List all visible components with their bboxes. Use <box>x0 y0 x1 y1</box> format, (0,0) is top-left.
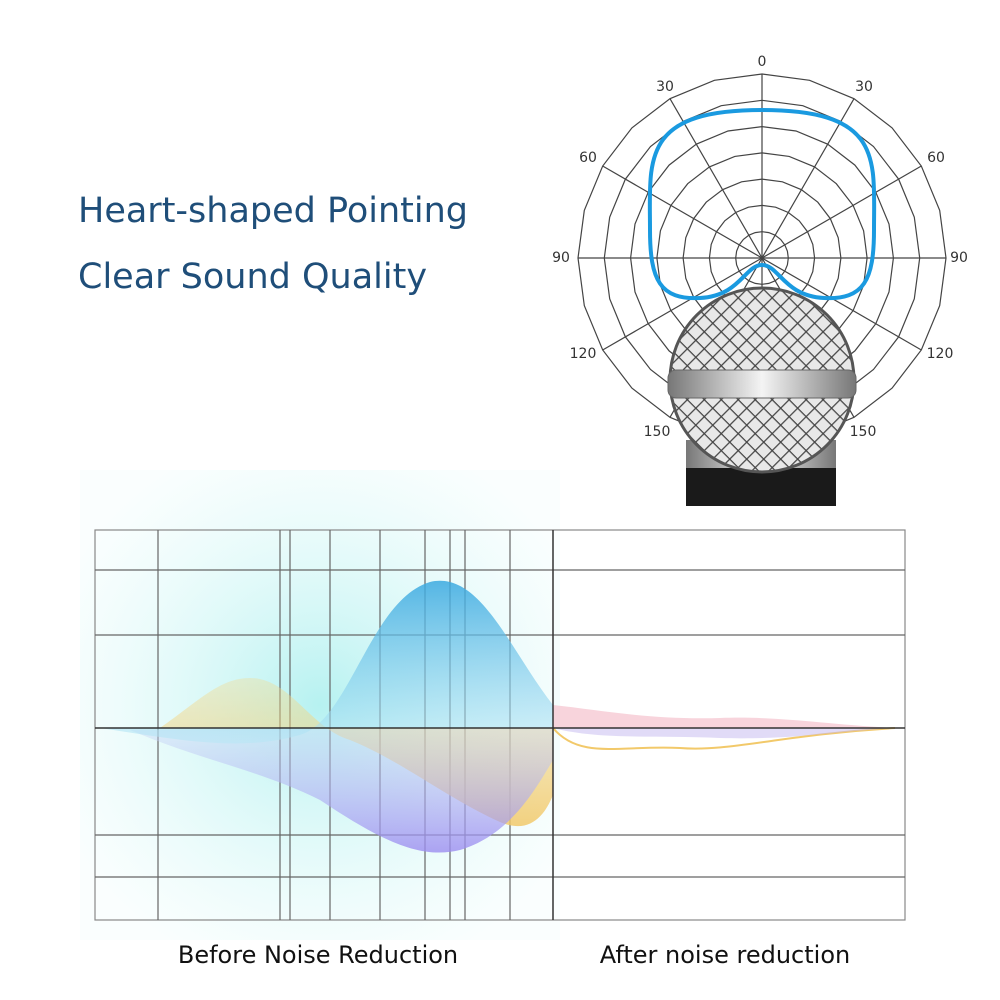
angle-label: 120 <box>570 346 597 362</box>
polar-spoke <box>761 98 855 259</box>
angle-label: 60 <box>927 150 945 166</box>
angle-label: 90 <box>552 250 570 266</box>
angle-label: 120 <box>927 346 954 362</box>
polar-spoke <box>761 165 922 259</box>
microphone-image <box>667 286 857 506</box>
headline: Heart-shaped Pointing <box>78 191 468 231</box>
polar-spoke <box>602 165 763 259</box>
polar-spoke <box>669 98 763 259</box>
angle-label: 30 <box>855 79 873 95</box>
angle-label: 90 <box>950 250 968 266</box>
angle-label: 150 <box>644 424 671 440</box>
cardioid <box>647 107 877 301</box>
caption: Before Noise Reduction <box>178 941 458 969</box>
angle-label: 60 <box>579 150 597 166</box>
angle-labels: 0 30 30 60 60 90 90 120 120 150 150 <box>552 54 968 440</box>
polar-spoke <box>602 257 763 351</box>
noise-comparison <box>80 470 906 940</box>
angle-label: 0 <box>758 54 767 70</box>
polar-spoke <box>761 257 922 351</box>
angle-label: 150 <box>850 424 877 440</box>
caption: After noise reduction <box>600 941 850 969</box>
angle-label: 30 <box>656 79 674 95</box>
headline: Clear Sound Quality <box>78 257 427 297</box>
